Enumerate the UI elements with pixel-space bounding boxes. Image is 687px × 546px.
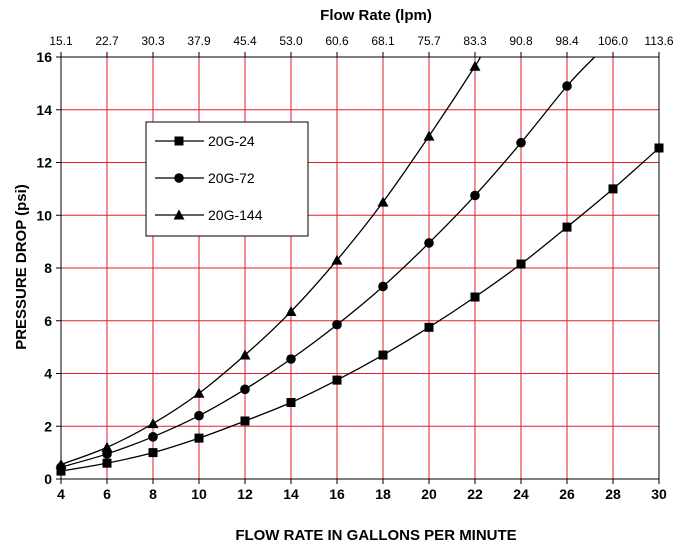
x-tick-label: 30 <box>651 486 667 502</box>
data-point-20G-24 <box>516 259 526 269</box>
x-tick-label: 4 <box>57 486 65 502</box>
series-20G-144 <box>55 56 481 469</box>
x-tick-label: 20 <box>421 486 437 502</box>
x2-tick-label: 15.1 <box>49 34 73 48</box>
x2-tick-label: 83.3 <box>463 34 487 48</box>
x-tick-label: 26 <box>559 486 575 502</box>
data-point-20G-24 <box>286 398 296 408</box>
data-point-20G-72 <box>562 81 572 91</box>
data-point-20G-24 <box>470 292 480 302</box>
tick-labels: 4 15.1 6 22.7 8 30.3 10 37.9 12 45.4 14 53.0 16 60.6 1… <box>36 34 673 502</box>
x-tick-label: 10 <box>191 486 207 502</box>
data-point-20G-24 <box>562 222 572 232</box>
x-tick-label: 22 <box>467 486 483 502</box>
data-point-20G-72 <box>194 410 204 421</box>
data-point-20G-72 <box>332 319 342 330</box>
data-point-20G-144 <box>193 387 205 398</box>
data-point-20G-144 <box>101 441 113 452</box>
data-point-20G-144 <box>55 458 67 469</box>
x-tick-label: 12 <box>237 486 253 502</box>
x2-tick-label: 22.7 <box>95 34 119 48</box>
data-point-20G-24 <box>378 350 388 360</box>
data-point-20G-72 <box>240 384 250 395</box>
data-point-20G-72 <box>424 238 434 248</box>
legend-marker-20G-24 <box>174 136 184 146</box>
data-point-20G-144 <box>285 306 297 317</box>
axes <box>56 52 660 484</box>
data-point-20G-72 <box>470 190 480 201</box>
x2-tick-label: 113.6 <box>644 34 673 48</box>
x-tick-label: 16 <box>329 486 345 502</box>
y-tick-label: 10 <box>36 207 52 223</box>
y-tick-label: 6 <box>44 313 52 329</box>
legend-label: 20G-24 <box>208 133 255 149</box>
x2-tick-label: 75.7 <box>417 34 441 48</box>
x-tick-label: 24 <box>513 486 529 502</box>
data-point-20G-72 <box>148 432 158 442</box>
top-axis-title: Flow Rate (lpm) <box>320 7 432 24</box>
data-point-20G-72 <box>516 137 526 148</box>
data-point-20G-144 <box>423 130 435 141</box>
y-tick-label: 16 <box>36 49 52 65</box>
data-point-20G-144 <box>469 60 481 71</box>
y-tick-label: 14 <box>36 102 52 118</box>
x-tick-label: 8 <box>149 486 157 502</box>
y-tick-label: 4 <box>44 366 52 382</box>
x-axis-title: FLOW RATE IN GALLONS PER MINUTE <box>235 527 516 544</box>
data-point-20G-24 <box>332 375 342 385</box>
data-point-20G-24 <box>102 458 112 468</box>
x2-tick-label: 30.3 <box>141 34 165 48</box>
x-tick-label: 6 <box>103 486 111 502</box>
legend-marker-20G-144 <box>173 209 185 220</box>
data-point-20G-24 <box>194 433 204 443</box>
x2-tick-label: 98.4 <box>555 34 579 48</box>
x2-tick-label: 45.4 <box>233 34 257 48</box>
x-tick-label: 28 <box>605 486 621 502</box>
x2-tick-label: 53.0 <box>279 34 303 48</box>
legend: 20G-24 20G-72 20G-144 <box>145 121 309 237</box>
series-layer <box>55 56 664 476</box>
series-20G-24 <box>56 143 664 476</box>
y-tick-label: 12 <box>36 155 52 171</box>
data-point-20G-72 <box>378 281 388 292</box>
legend-label: 20G-72 <box>208 170 255 186</box>
grid <box>60 56 660 480</box>
series-line-20G-144 <box>60 56 481 466</box>
x2-tick-label: 37.9 <box>187 34 211 48</box>
data-point-20G-24 <box>424 322 434 332</box>
y-tick-label: 2 <box>44 418 52 434</box>
series-line-20G-72 <box>60 56 596 468</box>
legend-marker-20G-72 <box>174 173 184 183</box>
data-point-20G-144 <box>331 254 343 265</box>
data-point-20G-144 <box>377 196 389 207</box>
legend-label: 20G-144 <box>208 207 263 223</box>
x2-tick-label: 90.8 <box>509 34 533 48</box>
y-tick-label: 0 <box>44 471 52 487</box>
y-tick-label: 8 <box>44 260 52 276</box>
x-tick-label: 18 <box>375 486 391 502</box>
x2-tick-label: 60.6 <box>325 34 349 48</box>
data-point-20G-144 <box>239 349 251 360</box>
data-point-20G-24 <box>240 416 250 426</box>
x2-tick-label: 68.1 <box>371 34 395 48</box>
series-20G-72 <box>56 56 596 472</box>
data-point-20G-24 <box>608 184 618 194</box>
data-point-20G-144 <box>147 418 159 429</box>
data-point-20G-24 <box>654 143 664 153</box>
y-axis-title: PRESSURE DROP (psi) <box>13 184 30 350</box>
x-tick-label: 14 <box>283 486 299 502</box>
data-point-20G-24 <box>148 448 158 458</box>
data-point-20G-72 <box>286 354 296 364</box>
x2-tick-label: 106.0 <box>598 34 628 48</box>
